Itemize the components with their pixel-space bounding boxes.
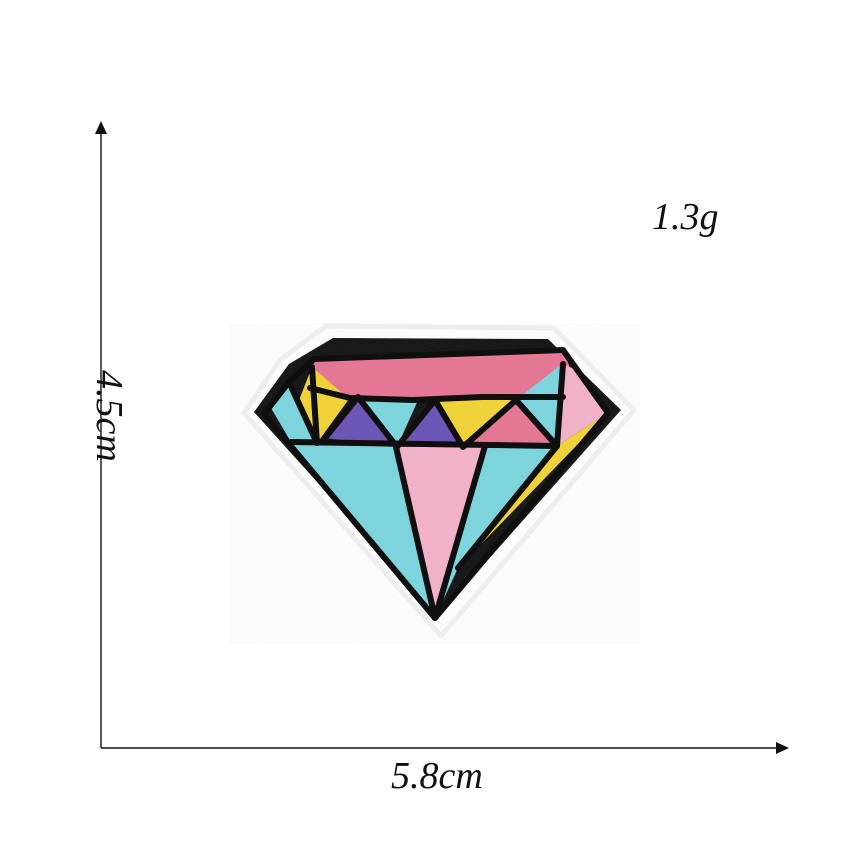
arrow-up-icon xyxy=(95,121,107,134)
purple-middle-triangle xyxy=(397,400,463,447)
left-side-facet xyxy=(271,382,317,443)
height-label: 4.5cm xyxy=(88,370,130,462)
yellow-middle-triangle xyxy=(435,400,515,447)
arrow-right-icon xyxy=(776,742,789,754)
diamond-patch-illustration xyxy=(230,312,640,647)
cyan-upper-triangle-1 xyxy=(358,397,419,447)
diamond-patch-svg xyxy=(241,323,637,639)
light-pink-right-facet xyxy=(557,364,608,446)
lower-center-pink-facet xyxy=(396,446,485,618)
stitched-outlines xyxy=(261,347,611,621)
purple-left-triangle xyxy=(325,397,397,447)
pink-right-triangle xyxy=(463,400,557,447)
width-label: 5.8cm xyxy=(391,755,483,797)
weight-label: 1.3g xyxy=(652,196,719,238)
top-table-facet xyxy=(310,350,574,400)
lower-right-yellow-facet xyxy=(458,413,608,568)
cyan-right-upper-triangle xyxy=(516,364,562,446)
height-label-wrap: 4.5cm xyxy=(86,370,130,480)
lower-right-cyan-facet xyxy=(435,446,557,618)
